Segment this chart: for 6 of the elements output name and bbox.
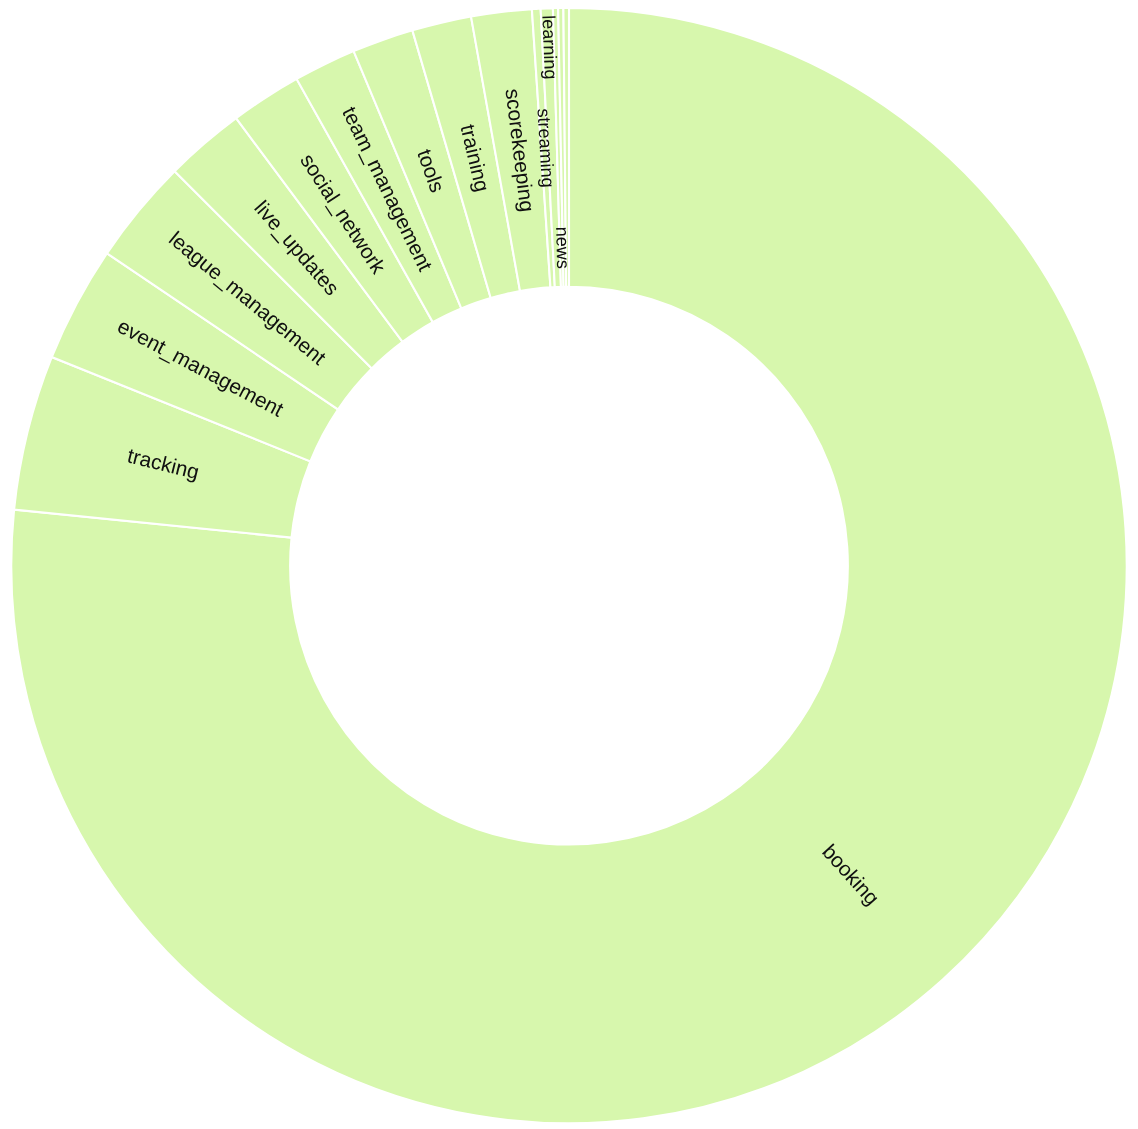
slice-label: scorekeeping (501, 88, 536, 212)
slice-label: streaming (533, 108, 556, 187)
slice-label: tracking (125, 447, 200, 484)
slice-label: learning (538, 16, 558, 79)
slice-label: news (555, 227, 567, 269)
slice-label: training (456, 123, 491, 193)
